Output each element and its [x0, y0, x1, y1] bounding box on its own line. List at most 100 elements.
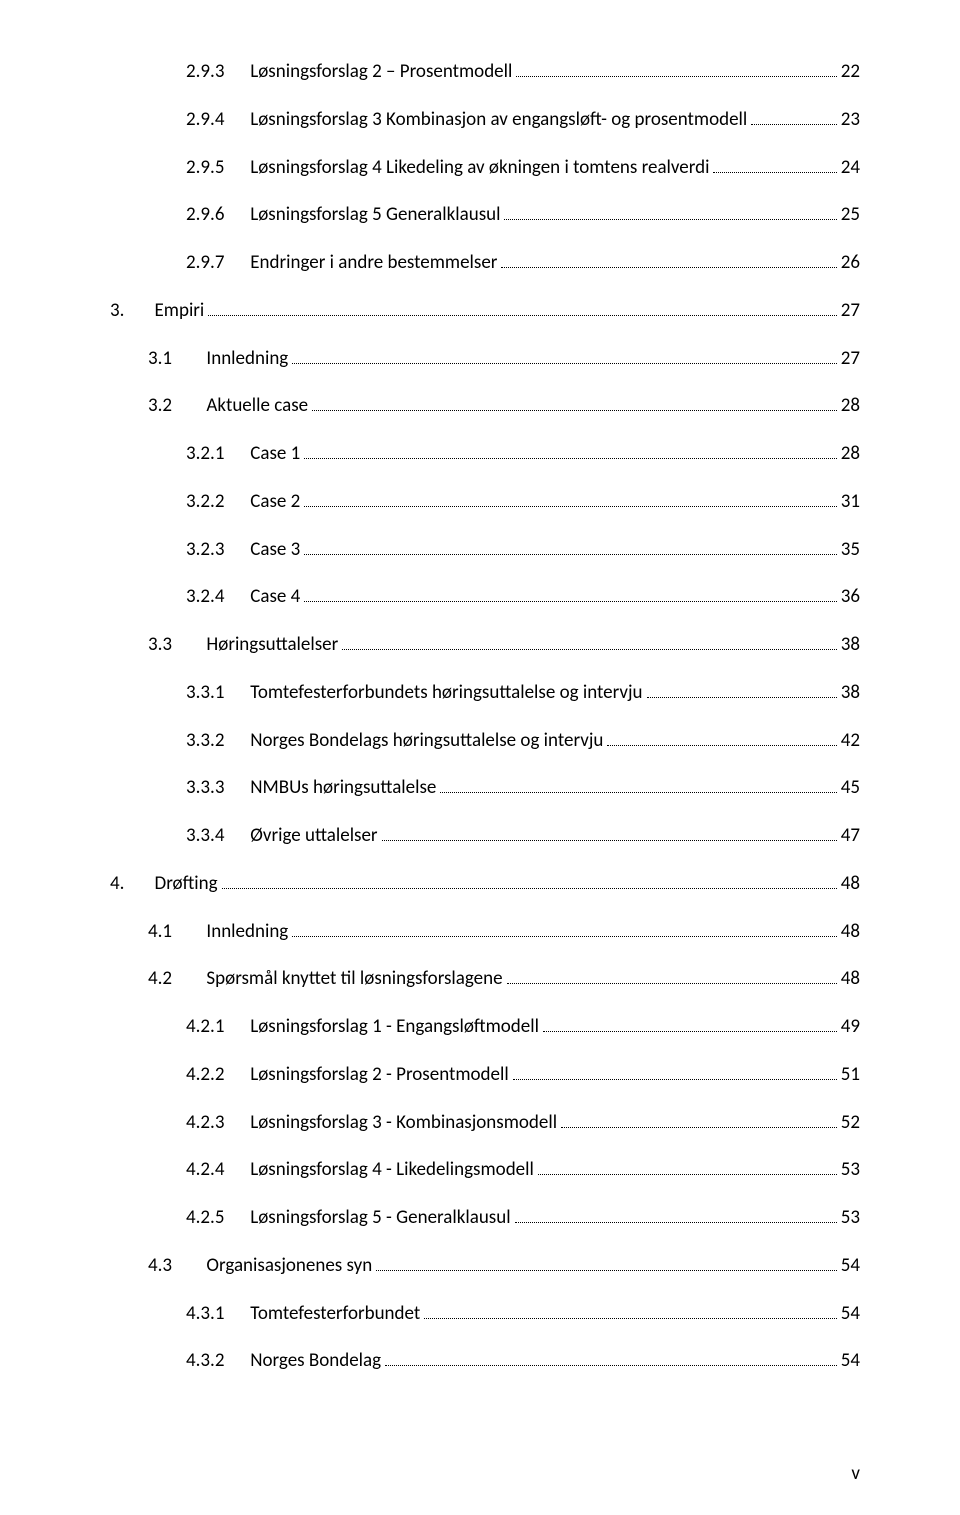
toc-entry-label: Organisasjonenes syn	[206, 1254, 372, 1278]
toc-entry-page: 27	[841, 299, 860, 323]
toc-entry-number: 3.3.3	[186, 776, 250, 800]
toc-entry-label: Løsningsforslag 4 - Likedelingsmodell	[250, 1158, 534, 1182]
toc-entry-number: 3.	[110, 299, 155, 323]
toc-leader-dots	[501, 253, 836, 268]
toc-leader-dots	[713, 157, 836, 172]
toc-entry-label: Norges Bondelag	[250, 1349, 381, 1373]
toc-entry-number: 2.9.5	[186, 156, 250, 180]
toc-leader-dots	[376, 1256, 837, 1271]
toc-entry-label: Empiri	[155, 299, 205, 323]
toc-entry-page: 24	[841, 156, 860, 180]
toc-entry-label: Case 4	[250, 585, 300, 609]
toc-leader-dots	[312, 396, 837, 411]
toc-entry-page: 48	[841, 920, 860, 944]
toc-entry-number: 3.3.2	[186, 729, 250, 753]
toc-entry: 2.9.7 Endringer i andre bestemmelser 26	[186, 251, 860, 275]
toc-entry-page: 53	[841, 1206, 860, 1230]
toc-entry-number: 3.2.4	[186, 585, 250, 609]
toc-entry: 4. Drøfting 48	[110, 872, 860, 896]
toc-leader-dots	[504, 205, 836, 220]
toc-entry-number: 4.2.2	[186, 1063, 250, 1087]
toc-leader-dots	[515, 1208, 837, 1223]
toc-entry: 3.2.2 Case 2 31	[186, 490, 860, 514]
toc-entry-page: 36	[841, 585, 860, 609]
toc-entry-label: Endringer i andre bestemmelser	[250, 251, 497, 275]
toc-entry-label: Løsningsforslag 5 Generalklausul	[250, 203, 500, 227]
toc-entry-page: 25	[841, 203, 860, 227]
toc-entry-page: 38	[841, 633, 860, 657]
toc-entry-label: Tomtefesterforbundets høringsuttalelse o…	[250, 681, 642, 705]
toc-entry-number: 2.9.7	[186, 251, 250, 275]
toc-entry-page: 38	[841, 681, 860, 705]
toc-entry-label: Løsningsforslag 3 Kombinasjon av engangs…	[250, 108, 747, 132]
toc-entry-label: Spørsmål knyttet til løsningsforslagene	[206, 967, 502, 991]
toc-entry: 3.3.3 NMBUs høringsuttalelse 45	[186, 776, 860, 800]
toc-entry: 4.2 Spørsmål knyttet til løsningsforslag…	[148, 967, 860, 991]
toc-entry: 3.1 Innledning 27	[148, 347, 860, 371]
toc-entry-number: 3.2.2	[186, 490, 250, 514]
page-number: v	[851, 1462, 860, 1485]
toc-entry: 4.3.2 Norges Bondelag 54	[186, 1349, 860, 1373]
toc-page: 2.9.3 Løsningsforslag 2 – Prosentmodell …	[0, 0, 960, 1515]
toc-entry: 4.1 Innledning 48	[148, 920, 860, 944]
toc-entry-label: Løsningsforslag 5 - Generalklausul	[250, 1206, 510, 1230]
toc-entry-page: 28	[841, 442, 860, 466]
toc-leader-dots	[304, 539, 836, 554]
toc-leader-dots	[507, 969, 837, 984]
toc-entry-page: 47	[841, 824, 860, 848]
toc-leader-dots	[424, 1303, 837, 1318]
toc-entry-page: 23	[841, 108, 860, 132]
toc-entry-page: 27	[841, 347, 860, 371]
toc-entry-number: 4.3.2	[186, 1349, 250, 1373]
toc-entry-page: 49	[841, 1015, 860, 1039]
toc-leader-dots	[304, 444, 836, 459]
toc-entry-label: Innledning	[206, 347, 288, 371]
toc-entry: 4.2.5 Løsningsforslag 5 - Generalklausul…	[186, 1206, 860, 1230]
toc-entry-number: 3.3.1	[186, 681, 250, 705]
toc-entry: 4.2.2 Løsningsforslag 2 - Prosentmodell …	[186, 1063, 860, 1087]
toc-entry-label: Løsningsforslag 1 - Engangsløftmodell	[250, 1015, 539, 1039]
toc-entry-number: 2.9.3	[186, 60, 250, 84]
toc-entry-label: Innledning	[206, 920, 288, 944]
toc-leader-dots	[751, 110, 836, 125]
toc-entry-number: 2.9.6	[186, 203, 250, 227]
toc-entry: 3.3.2 Norges Bondelags høringsuttalelse …	[186, 729, 860, 753]
toc-entry-page: 35	[841, 538, 860, 562]
toc-entry-page: 48	[841, 967, 860, 991]
toc-entry: 2.9.3 Løsningsforslag 2 – Prosentmodell …	[186, 60, 860, 84]
toc-leader-dots	[304, 492, 836, 507]
toc-leader-dots	[440, 778, 836, 793]
toc-entry-number: 3.3	[148, 633, 206, 657]
toc-entry-page: 42	[841, 729, 860, 753]
toc-entry-number: 3.3.4	[186, 824, 250, 848]
toc-entry: 2.9.4 Løsningsforslag 3 Kombinasjon av e…	[186, 108, 860, 132]
toc-entry-page: 52	[841, 1111, 860, 1135]
toc-entry-page: 54	[841, 1254, 860, 1278]
toc-entry-page: 54	[841, 1302, 860, 1326]
toc-entry-label: NMBUs høringsuttalelse	[250, 776, 436, 800]
toc-leader-dots	[382, 826, 837, 841]
toc-entry: 4.2.4 Løsningsforslag 4 - Likedelingsmod…	[186, 1158, 860, 1182]
toc-entry-page: 28	[841, 394, 860, 418]
toc-entry-label: Case 2	[250, 490, 300, 514]
toc-entry-number: 3.2.3	[186, 538, 250, 562]
toc-entry-label: Drøfting	[155, 872, 218, 896]
toc-entry: 3.2.3 Case 3 35	[186, 538, 860, 562]
toc-entry-label: Norges Bondelags høringsuttalelse og int…	[250, 729, 603, 753]
toc-leader-dots	[513, 1065, 837, 1080]
toc-leader-dots	[208, 301, 836, 316]
toc-leader-dots	[543, 1017, 837, 1032]
toc-entry: 3.3 Høringsuttalelser 38	[148, 633, 860, 657]
toc-entry: 4.2.3 Løsningsforslag 3 - Kombinasjonsmo…	[186, 1111, 860, 1135]
toc-entry: 3.3.4 Øvrige uttalelser 47	[186, 824, 860, 848]
toc-entry: 3.3.1 Tomtefesterforbundets høringsuttal…	[186, 681, 860, 705]
toc-entry-label: Løsningsforslag 2 - Prosentmodell	[250, 1063, 508, 1087]
toc-entry-number: 4.3	[148, 1254, 206, 1278]
toc-entry: 2.9.6 Løsningsforslag 5 Generalklausul 2…	[186, 203, 860, 227]
toc-entry: 4.3.1 Tomtefesterforbundet 54	[186, 1302, 860, 1326]
toc-leader-dots	[304, 587, 836, 602]
toc-entry-label: Case 1	[250, 442, 300, 466]
toc-entry: 4.3 Organisasjonenes syn 54	[148, 1254, 860, 1278]
toc-entry-number: 2.9.4	[186, 108, 250, 132]
toc-leader-dots	[516, 62, 836, 77]
